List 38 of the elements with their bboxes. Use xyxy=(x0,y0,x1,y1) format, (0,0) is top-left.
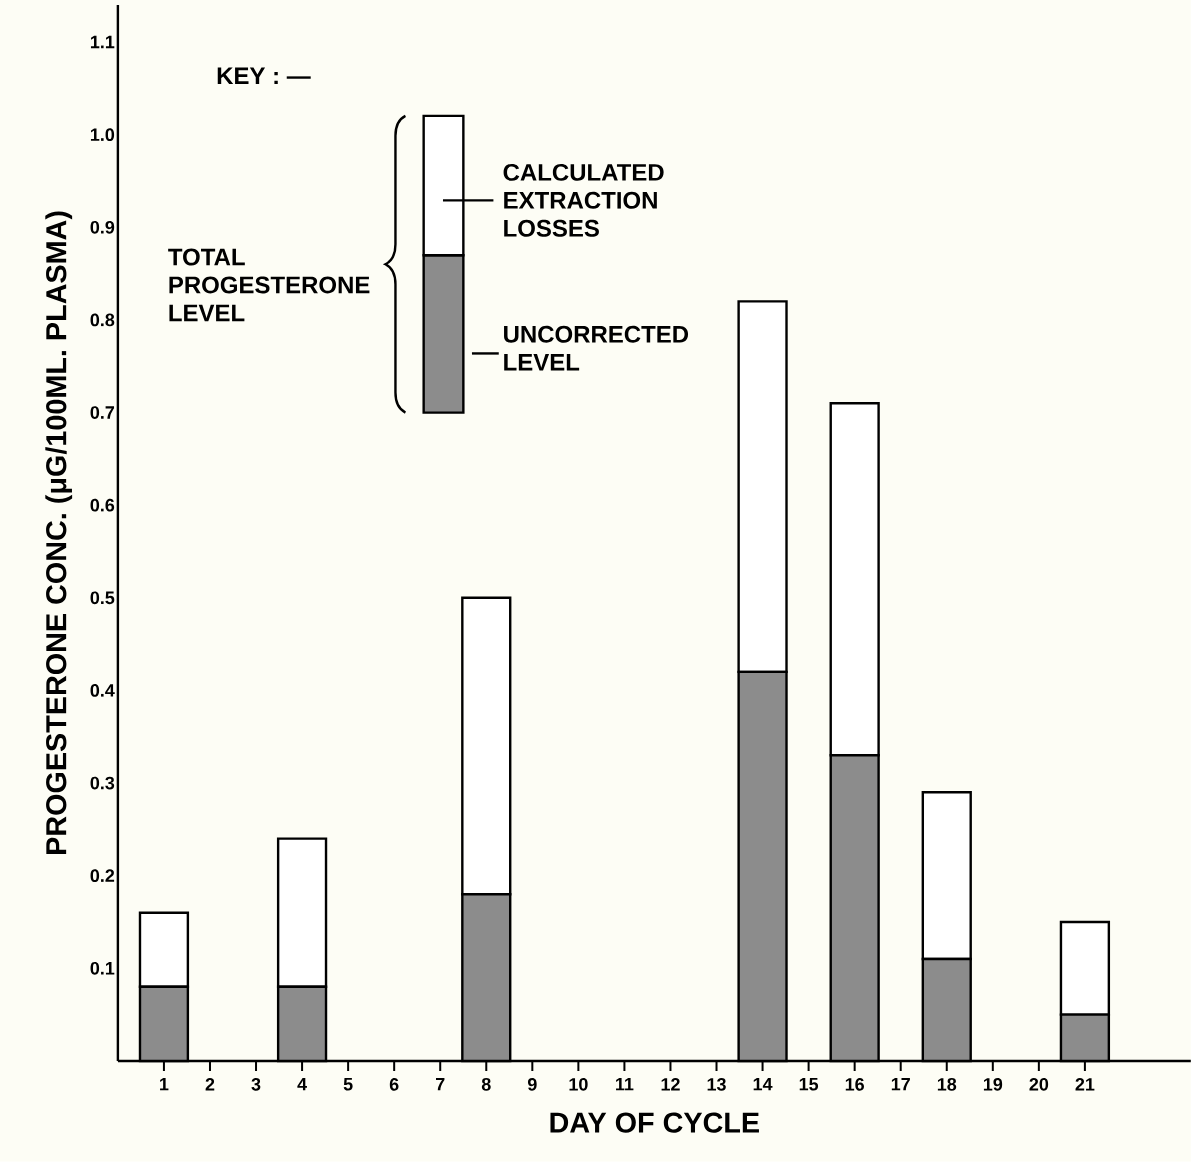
y-tick-label: 1.0 xyxy=(90,128,115,142)
y-tick-label: 0.1 xyxy=(90,962,115,975)
x-tick-label: 15 xyxy=(799,1078,819,1091)
y-tick-label: 0.7 xyxy=(90,406,115,419)
y-tick-label: 0.4 xyxy=(90,684,115,697)
x-tick-label: 9 xyxy=(527,1078,537,1091)
x-tick-label: 4 xyxy=(297,1078,307,1091)
legend-title: KEY : — xyxy=(217,67,311,85)
x-tick-label: 8 xyxy=(481,1078,491,1091)
x-tick-label: 3 xyxy=(251,1078,261,1091)
x-tick-label: 16 xyxy=(845,1078,864,1091)
y-tick-label: 0.6 xyxy=(90,498,115,512)
y-tick-label: 0.3 xyxy=(90,776,115,790)
x-tick-label: 11 xyxy=(616,1078,634,1091)
x-tick-label: 10 xyxy=(569,1078,588,1091)
x-axis-title: DAY OF CYCLE xyxy=(550,1112,759,1133)
y-tick-label: 0.5 xyxy=(90,591,115,605)
x-tick-label: 5 xyxy=(343,1078,353,1091)
y-tick-label: 1.1 xyxy=(90,35,115,49)
x-tick-label: 12 xyxy=(661,1078,680,1091)
x-tick-label: 20 xyxy=(1029,1078,1049,1091)
x-tick-label: 19 xyxy=(983,1078,1003,1091)
x-tick-label: 21 xyxy=(1075,1078,1095,1091)
annotation: TOTAL PROGESTERONE LEVEL xyxy=(168,248,370,322)
y-tick-label: 0.9 xyxy=(90,220,115,234)
x-tick-label: 17 xyxy=(891,1078,910,1091)
x-tick-label: 1 xyxy=(160,1078,169,1091)
x-tick-label: 7 xyxy=(436,1078,445,1091)
y-tick-label: 0.2 xyxy=(90,869,115,883)
legend-label: CALCULATED EXTRACTION LOSSES xyxy=(503,163,664,237)
x-tick-label: 13 xyxy=(707,1078,726,1091)
x-tick-label: 6 xyxy=(389,1078,399,1091)
x-tick-label: 18 xyxy=(937,1078,957,1091)
x-tick-label: 2 xyxy=(205,1078,215,1091)
y-axis-title: PROGESTERONE CONC. (μG/100ML. PLASMA) xyxy=(45,211,73,855)
legend-label: UNCORRECTED LEVEL xyxy=(504,325,689,371)
x-tick-label: 14 xyxy=(753,1078,773,1091)
y-tick-label: 0.8 xyxy=(90,313,115,327)
